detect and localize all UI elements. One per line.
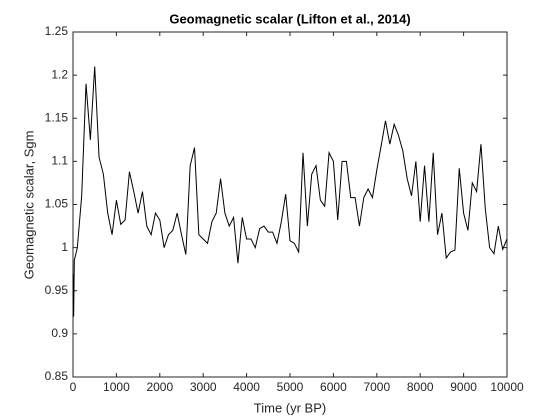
y-tick-label: 1.2 <box>51 67 68 81</box>
chart-title: Geomagnetic scalar (Lifton et al., 2014) <box>169 11 410 26</box>
x-tick-label: 10000 <box>490 380 524 394</box>
y-axis-label: Geomagnetic scalar, Sgm <box>21 131 36 280</box>
x-tick-label: 0 <box>70 380 77 394</box>
x-tick-label: 7000 <box>363 380 390 394</box>
y-tick-label: 1.1 <box>51 154 68 168</box>
x-tick-label: 3000 <box>190 380 217 394</box>
y-tick-label: 0.85 <box>45 369 69 383</box>
y-tick-label: 1.15 <box>45 110 69 124</box>
x-tick-label: 4000 <box>233 380 260 394</box>
y-tick-label: 0.95 <box>45 283 69 297</box>
x-tick-label: 1000 <box>103 380 130 394</box>
x-axis-label: Time (yr BP) <box>254 400 326 415</box>
y-tick-label: 1 <box>61 240 68 254</box>
x-tick-label: 9000 <box>450 380 477 394</box>
data-line <box>72 66 508 317</box>
x-tick-label: 8000 <box>407 380 434 394</box>
axes-box <box>72 31 508 378</box>
x-tick-label: 5000 <box>277 380 304 394</box>
y-tick-label: 1.25 <box>45 24 69 38</box>
y-tick-label: 1.05 <box>45 197 69 211</box>
x-tick-label: 6000 <box>320 380 347 394</box>
x-tick-label: 2000 <box>146 380 173 394</box>
y-tick-label: 0.9 <box>51 326 68 340</box>
